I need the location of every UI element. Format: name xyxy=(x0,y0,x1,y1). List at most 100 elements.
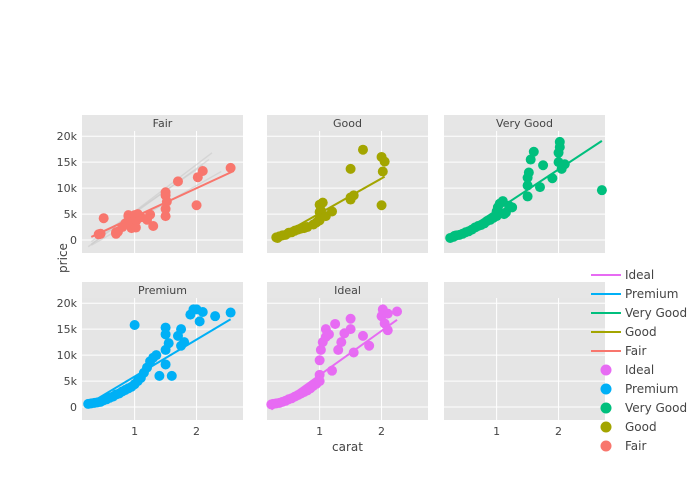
fit-line-fair xyxy=(90,170,235,238)
data-point-ideal xyxy=(364,340,375,351)
y-tick-label: 5k xyxy=(64,375,78,388)
facet-strip-empty xyxy=(444,282,605,298)
data-point-good xyxy=(377,166,388,177)
data-point-fair xyxy=(145,209,156,220)
data-point-ideal xyxy=(333,344,344,355)
x-axis-title: carat xyxy=(332,440,363,454)
legend-label: Ideal xyxy=(625,363,654,377)
data-point-fair xyxy=(98,213,109,224)
data-point-ideal xyxy=(345,324,356,335)
y-tick-label: 15k xyxy=(57,156,78,169)
y-tick-label: 0 xyxy=(70,234,77,247)
x-tick-label: 1 xyxy=(131,425,138,438)
data-point-good xyxy=(317,197,328,208)
y-tick-label: 10k xyxy=(57,182,78,195)
legend-label: Very Good xyxy=(625,401,687,415)
x-tick-label: 2 xyxy=(193,425,200,438)
data-point-very-good xyxy=(596,185,607,196)
data-point-ideal xyxy=(336,337,347,348)
data-point-premium xyxy=(225,307,236,318)
data-point-very-good xyxy=(528,146,539,157)
data-point-fair xyxy=(197,165,208,176)
x-tick-label: 2 xyxy=(555,425,562,438)
data-point-premium xyxy=(197,307,208,318)
data-point-ideal xyxy=(330,318,341,329)
facet-strip-fair xyxy=(82,115,243,131)
data-point-very-good xyxy=(525,154,536,165)
data-point-premium xyxy=(210,311,221,322)
data-point-fair xyxy=(148,221,159,232)
legend-label: Good xyxy=(625,325,657,339)
data-point-very-good xyxy=(554,136,565,147)
facet-title-fair: Fair xyxy=(153,117,173,130)
y-axis-title: price xyxy=(56,243,70,273)
data-point-ideal xyxy=(345,313,356,324)
data-point-ideal xyxy=(382,308,393,319)
data-point-good xyxy=(327,206,338,217)
data-point-premium xyxy=(154,370,165,381)
legend-label: Premium xyxy=(625,287,678,301)
legend: Ideal Premium Very Good Good Fair Ideal Premiu… xyxy=(591,268,687,453)
y-tick-label: 5k xyxy=(64,208,78,221)
data-point-good xyxy=(345,163,356,174)
panel-fair: Fair 0 5k 10k 15k 20k xyxy=(57,115,243,253)
legend-marker-premium xyxy=(600,383,612,395)
data-point-very-good xyxy=(522,191,533,202)
fit-line-good xyxy=(274,175,386,240)
data-point-fair xyxy=(160,211,171,222)
data-point-premium xyxy=(151,350,162,361)
facet-title-ideal: Ideal xyxy=(334,284,361,297)
panel-good: Good xyxy=(267,115,428,253)
legend-marker-ideal xyxy=(600,364,612,376)
x-tick-label: 2 xyxy=(378,425,385,438)
fit-line-ideal xyxy=(270,318,398,411)
legend-label: Very Good xyxy=(625,306,687,320)
panel-background-empty xyxy=(444,298,605,420)
y-tick-label: 15k xyxy=(57,323,78,336)
data-point-fair xyxy=(160,187,171,198)
fit-line-very-good xyxy=(448,140,603,243)
data-point-ideal xyxy=(323,329,334,340)
panel-very-good: Very Good xyxy=(444,115,607,253)
facet-strip-very-good xyxy=(444,115,605,131)
data-point-fair xyxy=(191,200,202,211)
facet-strip-good xyxy=(267,115,428,131)
data-point-premium xyxy=(160,322,171,333)
data-point-good xyxy=(379,156,390,167)
data-point-premium xyxy=(166,370,177,381)
facet-strip-ideal xyxy=(267,282,428,298)
panel-ideal: Ideal 1 2 xyxy=(266,282,428,438)
legend-label: Fair xyxy=(625,439,646,453)
facet-title-very-good: Very Good xyxy=(496,117,553,130)
legend-marker-fair xyxy=(600,440,612,452)
data-point-premium xyxy=(194,316,205,327)
data-point-premium xyxy=(163,338,174,349)
data-point-fair xyxy=(172,176,183,187)
y-tick-label: 0 xyxy=(70,401,77,414)
data-point-very-good xyxy=(507,202,518,213)
data-point-very-good xyxy=(523,167,534,178)
legend-label: Premium xyxy=(625,382,678,396)
y-tick-label: 20k xyxy=(57,297,78,310)
legend-label: Good xyxy=(625,420,657,434)
x-tick-label: 1 xyxy=(493,425,500,438)
data-point-premium xyxy=(176,324,187,335)
data-point-good xyxy=(357,144,368,155)
legend-marker-very-good xyxy=(600,402,612,414)
data-point-very-good xyxy=(534,182,545,193)
y-tick-label: 20k xyxy=(57,130,78,143)
data-point-ideal xyxy=(392,306,403,317)
fit-line-premium xyxy=(86,318,232,406)
data-point-ideal xyxy=(315,344,326,355)
facet-title-good: Good xyxy=(333,117,362,130)
data-point-very-good xyxy=(538,160,549,171)
panel-premium: Premium 0 5k 10k 15k 20k 1 2 xyxy=(57,282,243,438)
y-tick-label: 10k xyxy=(57,349,78,362)
data-point-premium xyxy=(160,359,171,370)
data-point-premium xyxy=(129,319,140,330)
x-tick-label: 1 xyxy=(316,425,323,438)
facet-strip-premium xyxy=(82,282,243,298)
